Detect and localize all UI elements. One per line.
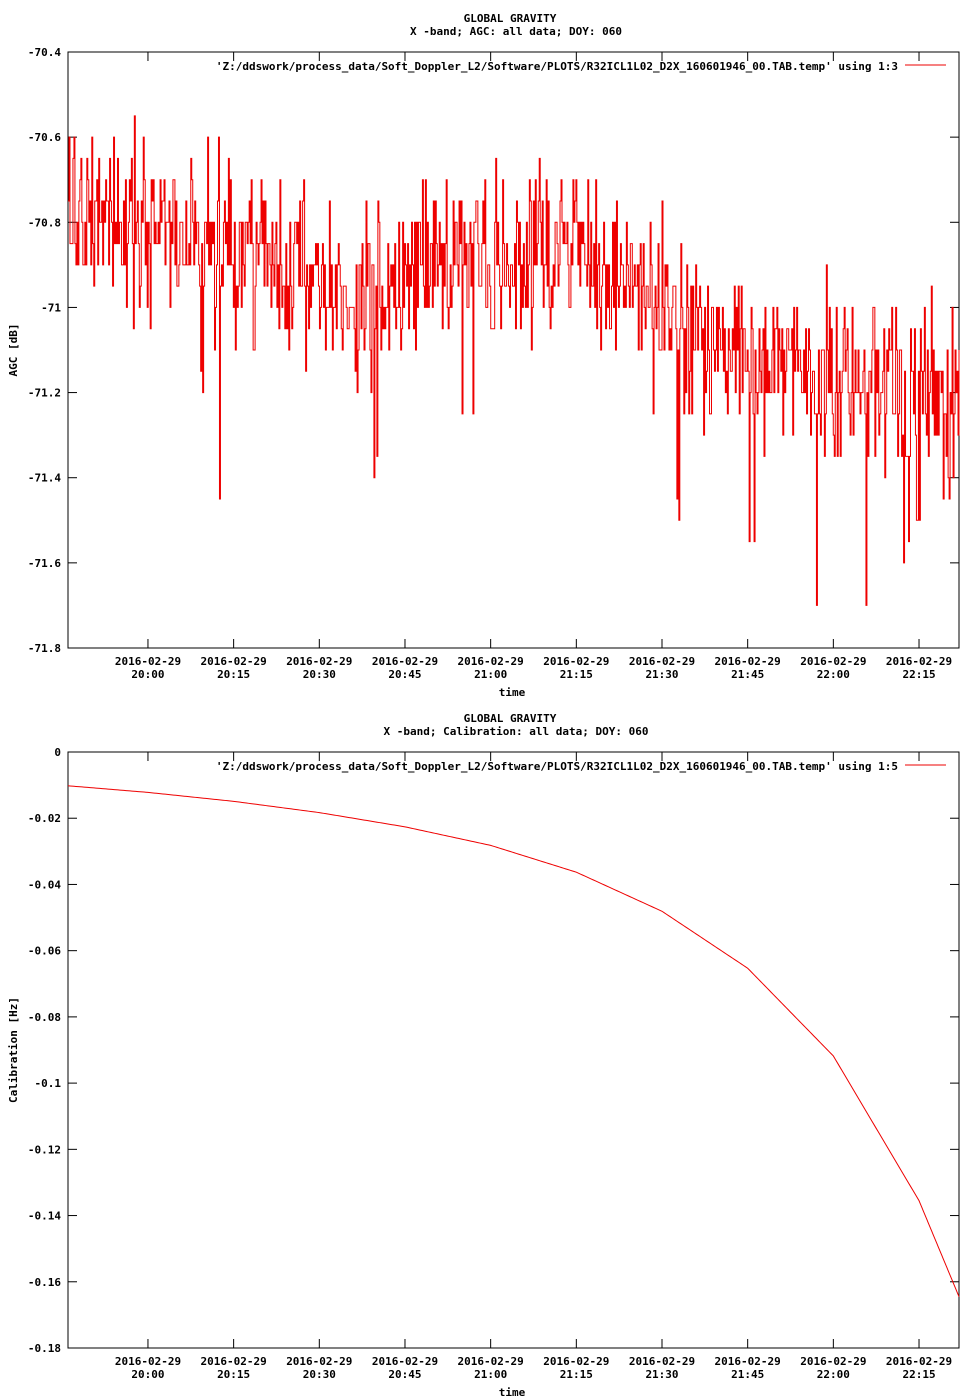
agc-xtick-date: 2016-02-29 xyxy=(715,655,781,668)
agc-ytick-label: -70.6 xyxy=(28,131,61,144)
calibration-ytick-label: -0.16 xyxy=(28,1276,61,1289)
agc-ytick-label: -70.4 xyxy=(28,46,61,59)
calibration-chart-subtitle: X -band; Calibration: all data; DOY: 060 xyxy=(384,725,649,738)
calibration-x-axis-label: time xyxy=(499,1386,526,1399)
calibration-xtick-time: 20:15 xyxy=(217,1368,250,1381)
agc-chart-subtitle: X -band; AGC: all data; DOY: 060 xyxy=(410,25,622,38)
calibration-xtick-time: 20:30 xyxy=(303,1368,336,1381)
calibration-xtick-time: 20:00 xyxy=(131,1368,164,1381)
agc-xtick-date: 2016-02-29 xyxy=(286,655,352,668)
agc-x-axis-label: time xyxy=(499,686,526,699)
calibration-ytick-label: -0.14 xyxy=(28,1210,61,1223)
agc-xtick-time: 20:45 xyxy=(388,668,421,681)
agc-ytick-label: -71.6 xyxy=(28,557,61,570)
agc-xtick-time: 20:00 xyxy=(131,668,164,681)
agc-xtick-time: 21:30 xyxy=(645,668,678,681)
calibration-xtick-time: 21:45 xyxy=(731,1368,764,1381)
agc-xtick-date: 2016-02-29 xyxy=(372,655,438,668)
calibration-chart-title: GLOBAL GRAVITY xyxy=(464,712,557,725)
calibration-ytick-label: -0.08 xyxy=(28,1011,61,1024)
agc-xtick-date: 2016-02-29 xyxy=(629,655,695,668)
calibration-xtick-time: 22:00 xyxy=(817,1368,850,1381)
agc-legend-label: 'Z:/ddswork/process_data/Soft_Doppler_L2… xyxy=(216,60,898,73)
calibration-ytick-label: -0.04 xyxy=(28,878,61,891)
agc-xtick-date: 2016-02-29 xyxy=(115,655,181,668)
calibration-xtick-time: 21:00 xyxy=(474,1368,507,1381)
agc-ytick-label: -71.8 xyxy=(28,642,61,655)
agc-xtick-date: 2016-02-29 xyxy=(886,655,952,668)
agc-xtick-time: 21:15 xyxy=(560,668,593,681)
agc-xtick-time: 22:15 xyxy=(902,668,935,681)
calibration-ytick-label: 0 xyxy=(54,746,61,759)
calibration-xtick-date: 2016-02-29 xyxy=(629,1355,695,1368)
agc-xtick-time: 22:00 xyxy=(817,668,850,681)
calibration-xtick-time: 21:30 xyxy=(645,1368,678,1381)
calibration-ytick-label: -0.06 xyxy=(28,945,61,958)
calibration-xtick-time: 21:15 xyxy=(560,1368,593,1381)
calibration-xtick-date: 2016-02-29 xyxy=(458,1355,524,1368)
agc-series-line xyxy=(68,115,960,606)
agc-ytick-label: -71.4 xyxy=(28,472,61,485)
calibration-legend-label: 'Z:/ddswork/process_data/Soft_Doppler_L2… xyxy=(216,760,898,773)
calibration-xtick-date: 2016-02-29 xyxy=(201,1355,267,1368)
agc-xtick-time: 20:15 xyxy=(217,668,250,681)
calibration-series-line xyxy=(67,785,960,1297)
calibration-xtick-time: 20:45 xyxy=(388,1368,421,1381)
calibration-legend: 'Z:/ddswork/process_data/Soft_Doppler_L2… xyxy=(216,760,946,773)
agc-xtick-date: 2016-02-29 xyxy=(458,655,524,668)
calibration-xtick-date: 2016-02-29 xyxy=(372,1355,438,1368)
agc-legend: 'Z:/ddswork/process_data/Soft_Doppler_L2… xyxy=(216,60,946,73)
agc-chart: GLOBAL GRAVITY X -band; AGC: all data; D… xyxy=(7,12,960,699)
calibration-ytick-label: -0.02 xyxy=(28,812,61,825)
agc-xtick-time: 21:45 xyxy=(731,668,764,681)
calibration-axes: 0 -0.02 -0.04 -0.06 -0.08 -0.1 -0.12 -0.14 -0.16… xyxy=(28,746,959,1381)
agc-xtick-date: 2016-02-29 xyxy=(800,655,866,668)
calibration-ytick-label: -0.1 xyxy=(35,1077,62,1090)
agc-y-axis-label: AGC [dB] xyxy=(7,324,20,377)
agc-ytick-label: -71 xyxy=(41,301,61,314)
calibration-plot-frame xyxy=(67,751,960,1349)
agc-chart-title: GLOBAL GRAVITY xyxy=(464,12,557,25)
agc-xtick-time: 20:30 xyxy=(303,668,336,681)
calibration-xtick-date: 2016-02-29 xyxy=(286,1355,352,1368)
agc-xtick-date: 2016-02-29 xyxy=(201,655,267,668)
calibration-chart: GLOBAL GRAVITY X -band; Calibration: all… xyxy=(7,712,960,1399)
calibration-xtick-date: 2016-02-29 xyxy=(886,1355,952,1368)
agc-xtick-time: 21:00 xyxy=(474,668,507,681)
calibration-xtick-date: 2016-02-29 xyxy=(543,1355,609,1368)
agc-ytick-label: -71.2 xyxy=(28,387,61,400)
agc-axes: -70.4 -70.6 -70.8 -71 -71.2 -71.4 -71.6 -71.8 20… xyxy=(28,46,959,681)
agc-xtick-date: 2016-02-29 xyxy=(543,655,609,668)
calibration-xtick-date: 2016-02-29 xyxy=(800,1355,866,1368)
calibration-y-axis-label: Calibration [Hz] xyxy=(7,997,20,1103)
agc-ytick-label: -70.8 xyxy=(28,216,61,229)
calibration-xtick-date: 2016-02-29 xyxy=(715,1355,781,1368)
calibration-ytick-label: -0.18 xyxy=(28,1342,61,1355)
calibration-xtick-date: 2016-02-29 xyxy=(115,1355,181,1368)
calibration-ytick-label: -0.12 xyxy=(28,1143,61,1156)
calibration-xtick-time: 22:15 xyxy=(902,1368,935,1381)
